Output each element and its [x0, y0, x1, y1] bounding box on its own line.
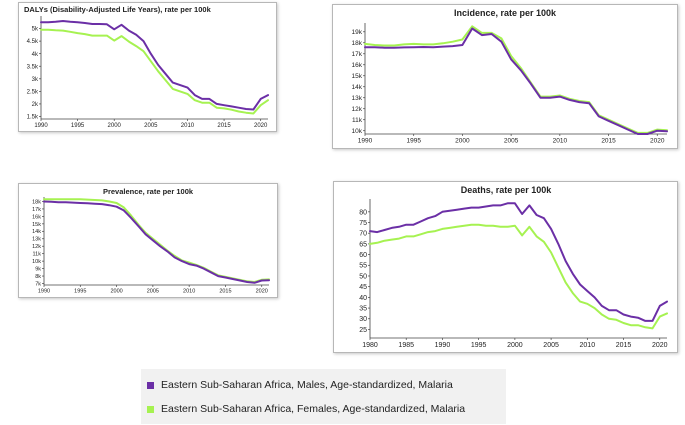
- incidence-y-tick-label: 16k: [352, 62, 363, 69]
- incidence-x-tick-label: 2010: [553, 138, 568, 145]
- deaths-y-tick-label: 25: [359, 327, 367, 334]
- incidence-y-tick-label: 12k: [352, 106, 363, 113]
- dalys-y-tick-label: 3k: [32, 77, 39, 83]
- dalys-y-tick-label: 5k: [32, 27, 39, 33]
- deaths-y-tick-label: 35: [359, 306, 367, 313]
- prevalence-y-tick-label: 15k: [32, 222, 41, 228]
- incidence-y-tick-label: 19k: [352, 29, 363, 36]
- prevalence-x-tick-label: 2010: [183, 289, 195, 295]
- legend-label-females: Eastern Sub-Saharan Africa, Females, Age…: [161, 403, 466, 415]
- dalys-x-tick-label: 1990: [34, 123, 48, 129]
- prevalence-y-tick-label: 16k: [32, 214, 41, 220]
- deaths-x-tick-label: 2010: [580, 342, 596, 349]
- prevalence-series-males-line[interactable]: [43, 200, 270, 284]
- incidence-chart-title: Incidence, rate per 100k: [454, 8, 557, 18]
- deaths-series-females-line[interactable]: [369, 223, 668, 330]
- incidence-chart-panel: Incidence, rate per 100k 10k 11k 12k 13k 14k 1…: [332, 4, 678, 149]
- incidence-x-tick-label: 2020: [650, 138, 665, 145]
- prevalence-y-tick-label: 10k: [32, 259, 41, 265]
- deaths-chart-title: Deaths, rate per 100k: [461, 185, 553, 195]
- deaths-y-tick-label: 40: [359, 295, 367, 302]
- incidence-y-tick-label: 10k: [352, 128, 363, 135]
- prevalence-y-tick-label: 12k: [32, 244, 41, 250]
- dalys-chart-title: DALYs (Disability-Adjusted Life Years), …: [24, 5, 212, 14]
- deaths-x-tick-label: 2005: [543, 342, 559, 349]
- dalys-y-tick-label: 2k: [32, 102, 39, 108]
- legend-swatch-females: [147, 405, 154, 413]
- deaths-y-tick-label: 45: [359, 284, 367, 291]
- legend-item-males[interactable]: Eastern Sub-Saharan Africa, Males, Age-s…: [147, 379, 453, 391]
- prevalence-y-tick-label: 13k: [32, 237, 41, 243]
- legend: Eastern Sub-Saharan Africa, Males, Age-s…: [141, 369, 506, 424]
- deaths-x-tick-label: 2000: [507, 342, 523, 349]
- deaths-series-males-line[interactable]: [369, 202, 668, 322]
- dalys-y-tick-label: 4k: [32, 52, 39, 58]
- prevalence-x-tick-label: 2005: [147, 289, 159, 295]
- dalys-y-tick-label: 4.5k: [27, 39, 39, 45]
- dalys-chart: DALYs (Disability-Adjusted Life Years), …: [24, 5, 269, 129]
- deaths-chart: Deaths, rate per 100k 25 30 35 40 45 50 55 60 65 7…: [359, 185, 668, 349]
- deaths-x-tick-label: 2020: [652, 342, 668, 349]
- prevalence-x-tick-label: 1995: [74, 289, 86, 295]
- deaths-y-tick-label: 55: [359, 263, 367, 270]
- deaths-y-tick-label: 80: [359, 209, 367, 216]
- prevalence-y-tick-label: 17k: [32, 207, 41, 213]
- dalys-y-tick-label: 1.5k: [27, 115, 39, 121]
- deaths-x-tick-label: 2015: [616, 342, 632, 349]
- incidence-y-tick-label: 13k: [352, 95, 363, 102]
- prevalence-series-females-line[interactable]: [43, 198, 270, 283]
- incidence-chart: Incidence, rate per 100k 10k 11k 12k 13k 14k 1…: [352, 8, 668, 145]
- incidence-series-females-line[interactable]: [364, 25, 668, 134]
- deaths-y-tick-label: 60: [359, 252, 367, 259]
- deaths-x-tick-label: 1990: [435, 342, 451, 349]
- incidence-y-tick-label: 14k: [352, 84, 363, 91]
- incidence-y-tick-label: 11k: [352, 117, 363, 124]
- dalys-x-tick-label: 2005: [144, 123, 158, 129]
- incidence-y-tick-label: 18k: [352, 40, 363, 47]
- incidence-series-males-line[interactable]: [364, 27, 668, 135]
- prevalence-y-tick-label: 9k: [35, 267, 41, 273]
- legend-label-males: Eastern Sub-Saharan Africa, Males, Age-s…: [161, 379, 453, 391]
- incidence-x-tick-label: 1990: [358, 138, 373, 145]
- incidence-y-tick-label: 17k: [352, 51, 363, 58]
- deaths-y-tick-label: 75: [359, 220, 367, 227]
- prevalence-x-tick-label: 2020: [256, 289, 268, 295]
- prevalence-y-tick-label: 11k: [33, 252, 42, 258]
- deaths-y-tick-label: 65: [359, 241, 367, 248]
- deaths-x-tick-label: 1980: [362, 342, 378, 349]
- incidence-x-tick-label: 2000: [455, 138, 470, 145]
- prevalence-chart-panel: Prevalence, rate per 100k 7k 8k 9k 10k 11k 12k…: [18, 183, 278, 298]
- prevalence-x-tick-label: 2000: [110, 289, 122, 295]
- dalys-x-tick-label: 2000: [108, 123, 122, 129]
- deaths-chart-panel: Deaths, rate per 100k 25 30 35 40 45 50 55 60 65 7…: [333, 181, 678, 353]
- dalys-x-tick-label: 1995: [71, 123, 85, 129]
- prevalence-y-tick-label: 14k: [32, 229, 41, 235]
- prevalence-x-tick-label: 2015: [219, 289, 231, 295]
- dalys-y-tick-label: 2.5k: [27, 89, 39, 95]
- deaths-y-tick-label: 70: [359, 231, 367, 238]
- dalys-series-males-line[interactable]: [40, 20, 269, 111]
- prevalence-chart-title: Prevalence, rate per 100k: [103, 187, 194, 196]
- deaths-x-tick-label: 1985: [398, 342, 414, 349]
- incidence-x-tick-label: 1995: [406, 138, 421, 145]
- dalys-chart-panel: DALYs (Disability-Adjusted Life Years), …: [18, 2, 277, 132]
- legend-swatch-males: [147, 381, 154, 389]
- dalys-x-tick-label: 2015: [217, 123, 231, 129]
- prevalence-y-tick-label: 18k: [32, 199, 41, 205]
- dalys-x-tick-label: 2020: [254, 123, 268, 129]
- dalys-series-females-line[interactable]: [40, 28, 269, 115]
- dalys-x-tick-label: 2010: [181, 123, 195, 129]
- incidence-y-tick-label: 15k: [352, 73, 363, 80]
- dalys-y-tick-label: 3.5k: [27, 64, 39, 70]
- incidence-x-tick-label: 2005: [504, 138, 519, 145]
- prevalence-y-tick-label: 7k: [35, 281, 41, 287]
- deaths-x-tick-label: 1995: [471, 342, 487, 349]
- deaths-y-tick-label: 50: [359, 273, 367, 280]
- legend-item-females[interactable]: Eastern Sub-Saharan Africa, Females, Age…: [147, 403, 465, 415]
- prevalence-y-tick-label: 8k: [35, 274, 41, 280]
- deaths-y-tick-label: 30: [359, 316, 367, 323]
- prevalence-x-tick-label: 1990: [38, 289, 50, 295]
- incidence-x-tick-label: 2015: [601, 138, 616, 145]
